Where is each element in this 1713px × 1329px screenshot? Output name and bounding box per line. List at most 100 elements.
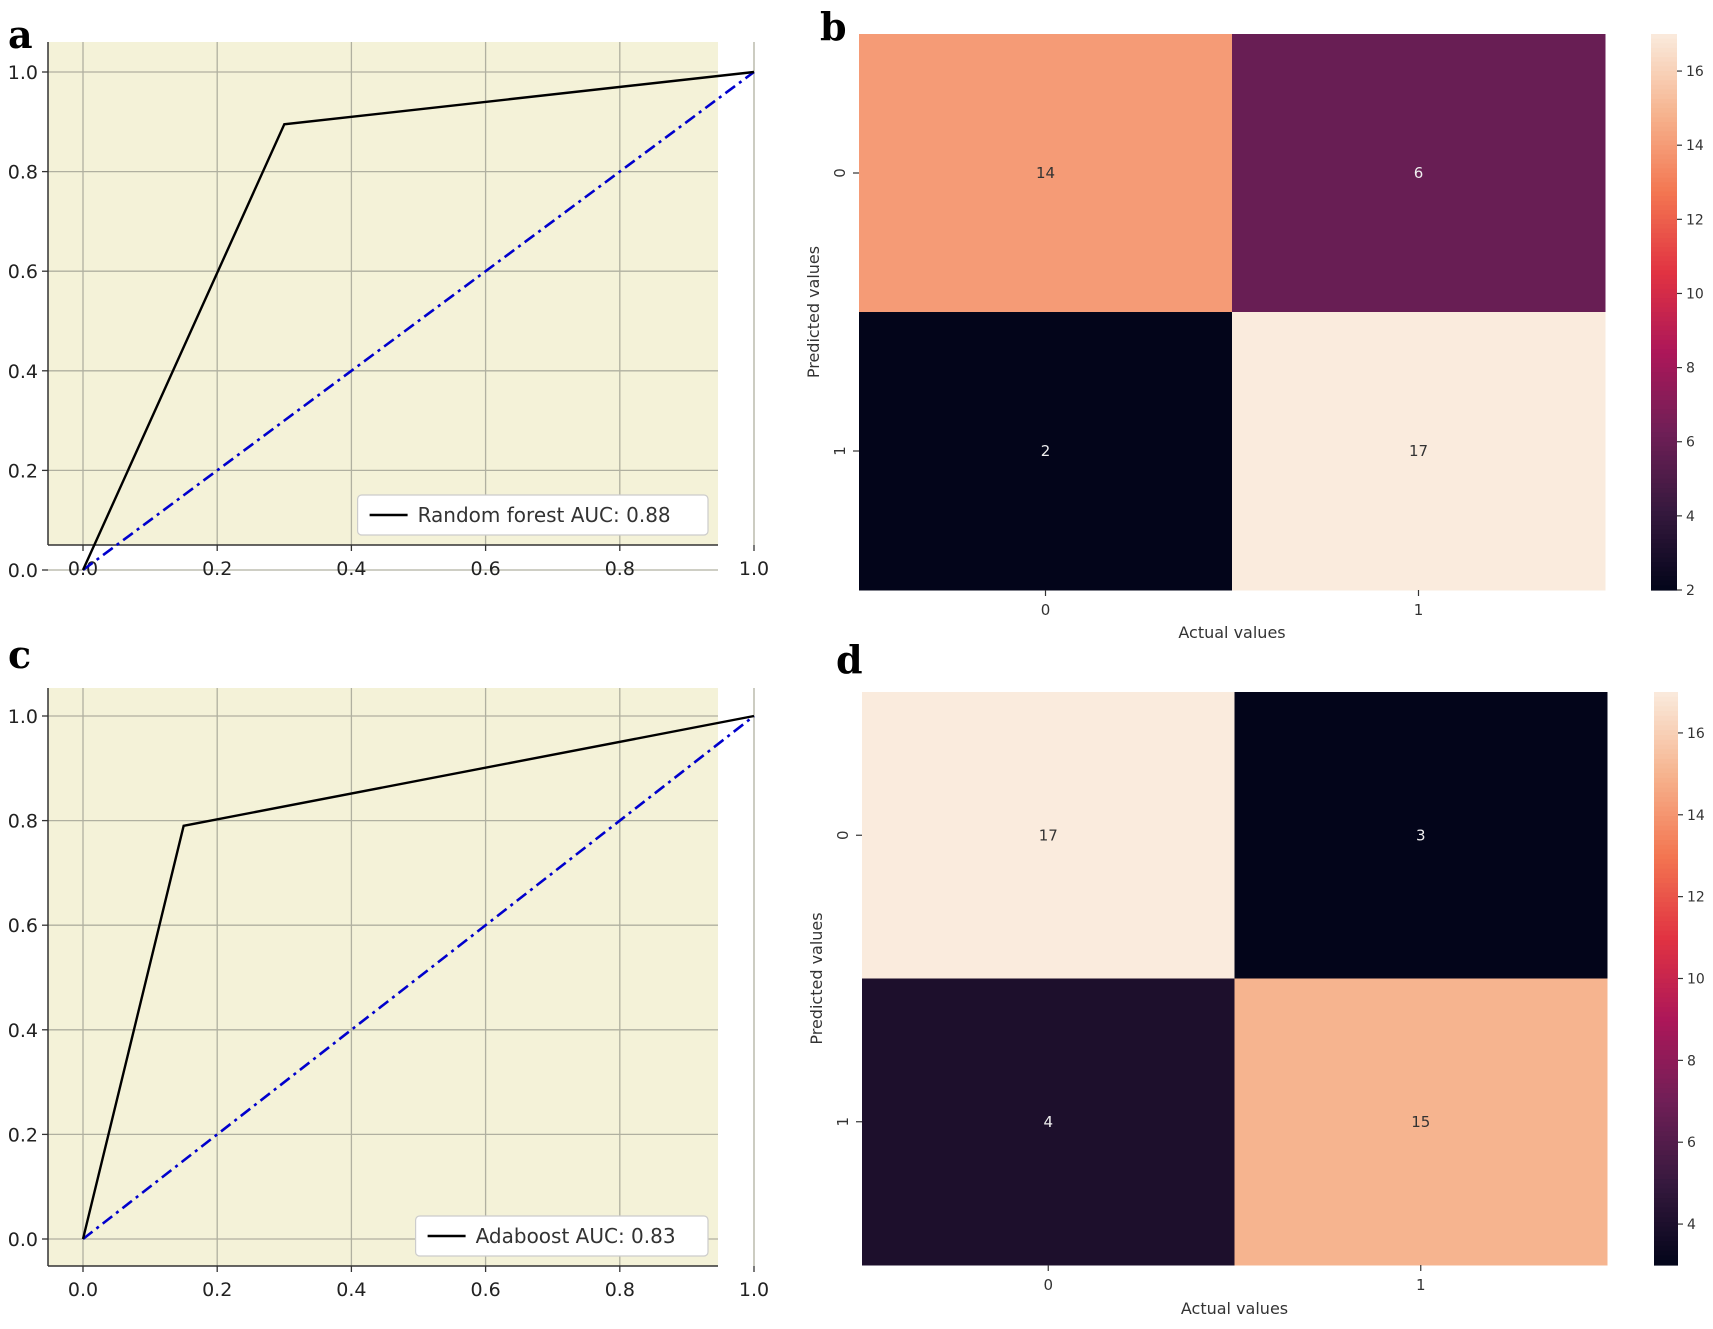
colorbar-segment xyxy=(1654,911,1678,918)
colorbar-segment xyxy=(1654,1241,1678,1247)
colorbar-segment xyxy=(1651,302,1677,308)
colorbar-segment xyxy=(1651,566,1677,573)
colorbar-tick-label: 14 xyxy=(1686,138,1704,154)
colorbar-segment xyxy=(1651,580,1677,586)
colorbar-tick-label: 12 xyxy=(1687,890,1705,906)
colorbar-segment xyxy=(1654,1255,1678,1261)
colorbar-segment xyxy=(1651,228,1677,234)
colorbar-segment xyxy=(1654,801,1678,808)
colorbar-segment xyxy=(1651,84,1677,91)
colorbar-segment xyxy=(1654,835,1678,841)
colorbar-segment xyxy=(1651,34,1677,40)
colorbar-segment xyxy=(1654,1250,1678,1257)
colorbar-tick-label: 8 xyxy=(1687,1053,1696,1069)
colorbar-segment xyxy=(1654,863,1678,870)
colorbar-segment xyxy=(1654,959,1678,965)
colorbar-segment xyxy=(1654,773,1678,779)
roc-panel-a: a0.0 0.2 0.4 0.6 0.8 1.00.00.20.40.60.81.0Ran… xyxy=(8,12,769,582)
colorbar-tick-label: 6 xyxy=(1686,435,1695,451)
colorbar-segment xyxy=(1651,205,1677,211)
colorbar-segment xyxy=(1654,916,1678,922)
colorbar-segment xyxy=(1654,868,1678,875)
colorbar-segment xyxy=(1654,1136,1678,1142)
colorbar-segment xyxy=(1651,511,1677,517)
colorbar-segment xyxy=(1654,1088,1678,1094)
colorbar-segment xyxy=(1651,344,1677,350)
colorbar-segment xyxy=(1651,274,1677,281)
colorbar-segment xyxy=(1651,145,1677,151)
colorbar-segment xyxy=(1651,233,1677,239)
colorbar-segment xyxy=(1651,219,1677,225)
colorbar-segment xyxy=(1654,1245,1678,1252)
colorbar-segment xyxy=(1654,992,1678,999)
colorbar-segment xyxy=(1654,935,1678,941)
colorbar-segment xyxy=(1651,386,1677,392)
colorbar-segment xyxy=(1651,103,1677,109)
y-tick-label: 0.8 xyxy=(8,162,38,184)
colorbar-segment xyxy=(1654,1064,1678,1070)
colorbar-segment xyxy=(1651,395,1677,401)
y-tick-label: 1.0 xyxy=(8,706,38,728)
y-tick-label: 0.4 xyxy=(8,361,38,383)
colorbar-segment xyxy=(1651,177,1677,183)
colorbar-segment xyxy=(1654,1222,1678,1228)
colorbar-segment xyxy=(1651,367,1677,373)
colorbar-segment xyxy=(1651,534,1677,540)
colorbar-segment xyxy=(1651,451,1677,457)
colorbar-segment xyxy=(1651,446,1677,452)
colorbar-segment xyxy=(1654,1097,1678,1104)
colorbar-segment xyxy=(1651,437,1677,443)
colorbar-segment xyxy=(1654,897,1678,903)
colorbar-segment xyxy=(1654,1150,1678,1156)
colorbar-segment xyxy=(1651,98,1677,105)
colorbar-segment xyxy=(1651,525,1677,531)
colorbar-segment xyxy=(1651,515,1677,522)
colorbar-segment xyxy=(1651,349,1677,355)
colorbar: 2 4 6 8 10 12 14 16 xyxy=(1651,34,1704,599)
colorbar-segment xyxy=(1651,159,1677,165)
colorbar-segment xyxy=(1654,715,1678,722)
colorbar-segment xyxy=(1651,483,1677,489)
colorbar-segment xyxy=(1651,571,1677,577)
y-tick-label: 0.6 xyxy=(8,915,38,937)
colorbar-segment xyxy=(1651,265,1677,271)
colorbar-segment xyxy=(1651,89,1677,95)
panel-letter: a xyxy=(8,12,33,57)
colorbar-segment xyxy=(1654,754,1678,760)
colorbar-segment xyxy=(1651,237,1677,244)
x-tick-label: 0.8 xyxy=(605,558,635,580)
colorbar-segment xyxy=(1654,945,1678,951)
y-tick-label: 0.0 xyxy=(8,560,38,582)
y-tick-label: 1 xyxy=(831,446,849,456)
colorbar-segment xyxy=(1651,474,1677,480)
heatmap-cell xyxy=(862,978,1235,1266)
colorbar-segment xyxy=(1651,339,1677,346)
colorbar-segment xyxy=(1651,427,1677,434)
colorbar-tick-label: 10 xyxy=(1687,972,1705,988)
cell-value-label: 17 xyxy=(1409,442,1428,460)
colorbar-segment xyxy=(1654,997,1678,1003)
colorbar-segment xyxy=(1654,782,1678,789)
colorbar-segment xyxy=(1654,1059,1678,1066)
colorbar-segment xyxy=(1654,1145,1678,1151)
colorbar-segment xyxy=(1651,131,1677,137)
colorbar-segment xyxy=(1654,1121,1678,1128)
cell-value-label: 4 xyxy=(1043,1113,1053,1131)
heatmap-cell xyxy=(862,692,1235,979)
colorbar-segment xyxy=(1651,214,1677,220)
colorbar-segment xyxy=(1654,749,1678,755)
colorbar-segment xyxy=(1651,293,1677,299)
colorbar-segment xyxy=(1651,552,1677,559)
colorbar-segment xyxy=(1651,149,1677,156)
colorbar-segment xyxy=(1654,797,1678,803)
colorbar-segment xyxy=(1651,492,1677,498)
colorbar-segment xyxy=(1654,1155,1678,1161)
colorbar-segment xyxy=(1651,261,1677,267)
colorbar-tick-label: 2 xyxy=(1686,583,1695,599)
colorbar-segment xyxy=(1654,1054,1678,1061)
colorbar-segment xyxy=(1654,730,1678,736)
colorbar-segment xyxy=(1654,1226,1678,1233)
colorbar-segment xyxy=(1651,191,1677,197)
heatmap-cell xyxy=(1232,34,1606,313)
